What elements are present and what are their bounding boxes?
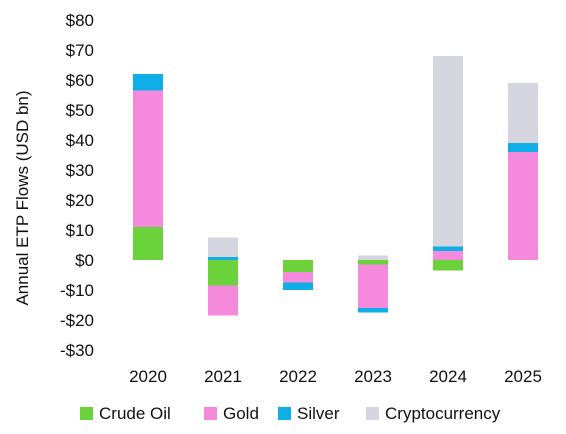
- x-tick-label: 2022: [279, 367, 317, 386]
- bar-segment-cryptocurrency-2023: [358, 255, 388, 260]
- bar-segment-crude-oil-2022: [283, 260, 313, 272]
- y-tick-label: $60: [66, 71, 94, 90]
- y-tick-label: -$10: [60, 281, 94, 300]
- bar-segment-cryptocurrency-2025: [508, 83, 538, 143]
- bar-segment-gold-2020: [133, 90, 163, 227]
- y-tick-label: -$20: [60, 311, 94, 330]
- y-tick-label: $20: [66, 191, 94, 210]
- legend-label: Cryptocurrency: [385, 404, 501, 423]
- bar-segment-crude-oil-2021: [208, 260, 238, 286]
- bar-segment-silver-2020: [133, 74, 163, 91]
- y-tick-label: -$30: [60, 341, 94, 360]
- bar-segment-silver-2025: [508, 143, 538, 152]
- bar-segment-gold-2024: [433, 251, 463, 260]
- y-tick-labels: $80 $70 $60 $50 $40 $30 $20 $10 $0 -$10 -$20 -$30: [60, 11, 94, 360]
- y-tick-label: $30: [66, 161, 94, 180]
- legend-item-silver[interactable]: Silver: [278, 404, 340, 423]
- bars: [133, 56, 538, 316]
- bar-segment-gold-2021: [208, 285, 238, 316]
- bar-segment-silver-2024: [433, 246, 463, 251]
- x-tick-labels: 2020 2021 2022 2023 2024 2025: [129, 367, 542, 386]
- bar-segment-silver-2023: [358, 308, 388, 313]
- x-tick-label: 2021: [204, 367, 242, 386]
- legend-item-cryptocurrency[interactable]: Cryptocurrency: [366, 404, 501, 423]
- legend-label: Gold: [223, 404, 259, 423]
- bar-segment-cryptocurrency-2021: [208, 237, 238, 257]
- bar-segment-gold-2023: [358, 264, 388, 308]
- y-tick-label: $80: [66, 11, 94, 30]
- legend-item-gold[interactable]: Gold: [204, 404, 259, 423]
- legend-swatch: [80, 407, 93, 420]
- bar-segment-gold-2022: [283, 272, 313, 283]
- bar-segment-silver-2021: [208, 257, 238, 260]
- y-tick-label: $70: [66, 41, 94, 60]
- legend-item-crude-oil[interactable]: Crude Oil: [80, 404, 171, 423]
- bar-segment-crude-oil-2023: [358, 260, 388, 265]
- bar-segment-gold-2025: [508, 152, 538, 260]
- y-tick-label: $50: [66, 101, 94, 120]
- legend-label: Crude Oil: [99, 404, 171, 423]
- legend-swatch: [204, 407, 217, 420]
- legend-swatch: [278, 407, 291, 420]
- x-tick-label: 2020: [129, 367, 167, 386]
- x-tick-label: 2024: [429, 367, 467, 386]
- legend[interactable]: Crude Oil Gold Silver Cryptocurrency: [80, 404, 501, 423]
- y-tick-label: $10: [66, 221, 94, 240]
- y-tick-label: $0: [75, 251, 94, 270]
- x-tick-label: 2023: [354, 367, 392, 386]
- bar-segment-crude-oil-2020: [133, 227, 163, 260]
- y-axis-title: Annual ETP Flows (USD bn): [13, 90, 32, 305]
- y-tick-label: $40: [66, 131, 94, 150]
- legend-swatch: [366, 407, 379, 420]
- legend-label: Silver: [297, 404, 340, 423]
- bar-segment-cryptocurrency-2024: [433, 56, 463, 247]
- x-tick-label: 2025: [504, 367, 542, 386]
- bar-segment-crude-oil-2024: [433, 260, 463, 271]
- bar-segment-silver-2022: [283, 282, 313, 290]
- y-axis-title-group: Annual ETP Flows (USD bn): [13, 90, 32, 305]
